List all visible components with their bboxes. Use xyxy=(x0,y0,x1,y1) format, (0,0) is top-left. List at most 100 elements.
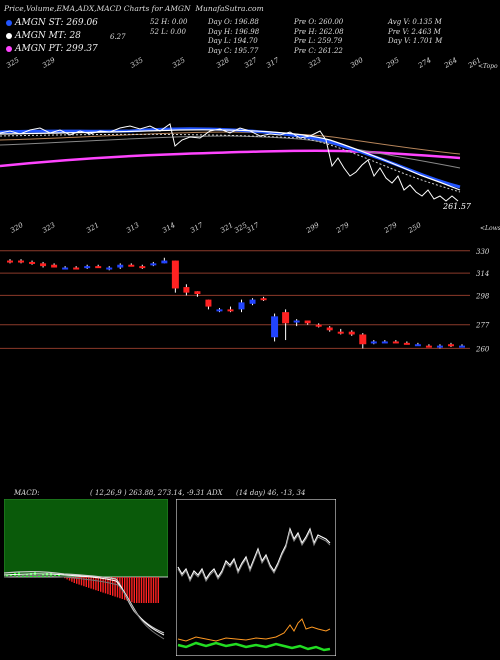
macd-bar xyxy=(58,574,60,577)
macd-bar xyxy=(150,577,152,603)
candle-body xyxy=(205,299,212,307)
bottom-tag: 313 xyxy=(125,221,141,235)
stat-6-27: 6.27 xyxy=(110,33,126,41)
candle-body xyxy=(73,267,80,270)
macd-bar xyxy=(30,573,32,577)
macd-bar xyxy=(104,577,107,594)
macd-bar xyxy=(109,577,111,595)
candle-body xyxy=(403,342,410,345)
candle-body xyxy=(29,261,36,264)
macd-bar xyxy=(155,577,157,603)
stats-volume: Avg V: 0.135 M Pre V: 2.463 M Day V: 1.701… xyxy=(388,18,443,45)
stats-52wk: 52 H: 0.00 52 L: 0.00 xyxy=(150,18,188,36)
site-name[interactable]: MunafaSutra.com xyxy=(195,4,264,13)
candle-body xyxy=(128,264,135,267)
macd-bar xyxy=(100,577,102,592)
bottom-tag: 279 xyxy=(382,221,399,235)
top-tag: 300 xyxy=(349,56,365,70)
candle-body xyxy=(95,266,102,269)
price-grid xyxy=(0,250,470,349)
macd-bar xyxy=(112,577,114,596)
adx-plus-di-line xyxy=(177,641,331,652)
macd-bar xyxy=(92,577,95,590)
bottom-tag: 299 xyxy=(304,221,321,235)
macd-bar xyxy=(76,577,78,584)
chart-title: Price,Volume,EMA,ADX,MACD Charts for AMG… xyxy=(4,4,264,13)
bottom-tag: 317 xyxy=(245,221,261,235)
legend-mt: AMGN MT: 28 xyxy=(6,31,81,41)
y-tick-labels: 330 314 298 277 260 xyxy=(475,248,490,354)
candle-body xyxy=(304,320,311,324)
bottom-tag: 317 xyxy=(189,221,205,235)
legend-pt: AMGN PT: 299.37 xyxy=(6,44,98,54)
macd-bar xyxy=(66,577,68,580)
candle-body xyxy=(425,345,432,348)
bottom-tag: 314 xyxy=(161,221,177,235)
candle-body xyxy=(227,309,234,312)
candle-body xyxy=(326,327,333,331)
top-tag: 317 xyxy=(265,56,281,70)
macd-bar xyxy=(95,577,97,591)
price-chart: 325 329 335 325 328 327 317 323 300 295 274 264 261<… xyxy=(0,56,500,354)
candle-body xyxy=(194,291,201,295)
macd-bar xyxy=(97,577,99,591)
macd-bar xyxy=(145,577,147,603)
macd-values: ( 12,26,9 ) 263.88, 273.14, -9.31 ADX xyxy=(90,489,223,497)
macd-bar xyxy=(148,577,150,603)
macd-bar xyxy=(143,577,145,603)
macd-bar xyxy=(83,577,85,587)
candle-body xyxy=(84,266,91,269)
top-tags-side: <Topo xyxy=(478,63,498,70)
macd-bar xyxy=(78,577,80,585)
candle-body xyxy=(161,260,168,264)
macd-bar xyxy=(133,577,135,603)
top-tag: 325 xyxy=(171,56,187,70)
y-tick-label: 298 xyxy=(475,292,490,300)
macd-bar xyxy=(136,577,138,603)
macd-bar xyxy=(107,577,109,595)
bottom-tag: 323 xyxy=(41,221,57,235)
macd-label: MACD: xyxy=(14,489,40,497)
adx-line xyxy=(177,527,331,581)
candle-body xyxy=(370,341,377,344)
top-tag: 295 xyxy=(384,56,401,70)
top-tag: 328 xyxy=(215,56,231,70)
bottom-tag: 321 xyxy=(85,221,101,235)
stats-day: Day O: 196.88 Day H: 196.98 Day L: 194.70 D… xyxy=(208,18,260,55)
candle-body xyxy=(293,320,300,323)
macd-bar xyxy=(10,574,12,577)
macd-bar xyxy=(68,577,71,581)
adx-values: (14 day) 46, -13, 34 xyxy=(236,489,306,497)
candle-body xyxy=(359,334,367,345)
top-tag: 274 xyxy=(416,56,432,70)
ema-lines xyxy=(0,123,461,202)
macd-bar xyxy=(71,577,73,582)
top-tag: 335 xyxy=(129,56,145,70)
y-tick-label: 314 xyxy=(476,270,489,278)
macd-bar xyxy=(116,577,119,598)
macd-bar xyxy=(131,577,133,603)
bottom-tag: 320 xyxy=(9,221,25,235)
price-line xyxy=(0,123,459,202)
macd-bar xyxy=(102,577,104,593)
macd-panel xyxy=(4,499,168,656)
macd-bar xyxy=(73,577,75,583)
price-last-label: 261.57 xyxy=(442,202,472,211)
candle-body xyxy=(282,312,290,324)
macd-bar xyxy=(6,575,8,577)
candle-body xyxy=(447,344,454,347)
candles xyxy=(7,257,465,349)
mt-marker-icon xyxy=(6,32,12,39)
candle-body xyxy=(51,264,58,268)
candle-body xyxy=(436,345,443,348)
candle-body xyxy=(216,309,223,312)
adx-panel xyxy=(176,499,336,656)
stats-previous: Pre O: 260.00 Pre H: 262.08 Pre L: 259.79 P… xyxy=(294,18,344,55)
legend-st: AMGN ST: 269.06 xyxy=(6,18,98,28)
candle-body xyxy=(18,260,25,263)
candle-body xyxy=(117,264,124,268)
candle-body xyxy=(238,302,245,310)
macd-bar xyxy=(126,577,128,601)
candle-body xyxy=(337,331,344,334)
